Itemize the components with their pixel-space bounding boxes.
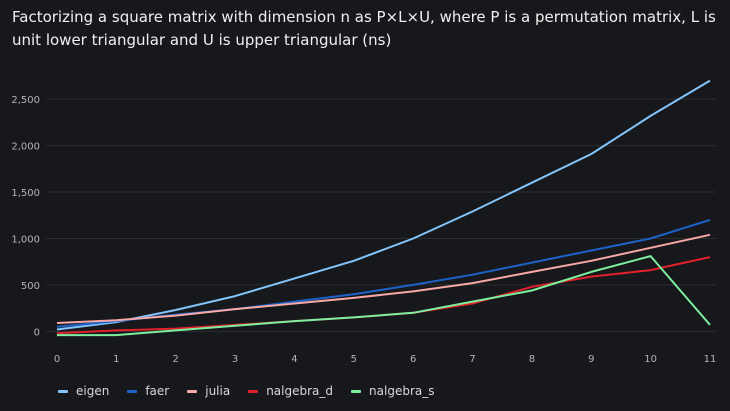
x-tick-label: 0: [54, 354, 60, 365]
legend: eigen faer julia nalgebra_d nalgebra_s: [58, 384, 434, 398]
legend-item-eigen[interactable]: eigen: [58, 384, 109, 398]
grid-lines: [46, 98, 716, 332]
legend-label: julia: [205, 384, 231, 398]
legend-swatch: [58, 389, 68, 393]
series-line-nalgebra_s: [57, 255, 711, 337]
y-tick-label: 1,500: [11, 188, 40, 199]
legend-item-faer[interactable]: faer: [127, 384, 169, 398]
y-tick-label: 0: [34, 327, 40, 338]
legend-label: faer: [145, 384, 170, 398]
x-tick-label: 8: [529, 354, 535, 365]
chart-title: Factorizing a square matrix with dimensi…: [12, 8, 716, 49]
series-line-julia: [56, 233, 711, 324]
x-axis-ticks: 0 1 2 3 4 5 6 7 8 9 10 11: [54, 354, 717, 365]
legend-label: nalgebra_s: [369, 384, 435, 398]
legend-item-julia[interactable]: julia: [187, 384, 230, 398]
y-tick-label: 2,000: [11, 142, 40, 153]
x-tick-label: 5: [351, 354, 357, 365]
y-tick-label: 2,500: [11, 95, 40, 106]
legend-item-nalgebra_s[interactable]: nalgebra_s: [351, 384, 434, 398]
legend-label: eigen: [76, 384, 110, 398]
legend-swatch: [127, 389, 138, 393]
x-tick-label: 11: [704, 354, 717, 365]
y-axis-ticks: 0 500 1,000 1,500 2,000 2,500: [11, 95, 40, 338]
x-tick-label: 4: [291, 354, 297, 365]
legend-swatch: [351, 389, 362, 393]
series-line-eigen: [56, 79, 711, 331]
x-tick-label: 9: [588, 354, 594, 365]
y-tick-label: 500: [21, 281, 40, 292]
x-tick-label: 2: [173, 354, 179, 365]
x-tick-label: 1: [113, 354, 119, 365]
x-tick-label: 3: [232, 354, 238, 365]
x-tick-label: 6: [410, 354, 416, 365]
legend-label: nalgebra_d: [266, 384, 334, 398]
series-line-faer: [56, 218, 711, 328]
x-tick-label: 10: [644, 354, 657, 365]
legend-swatch: [248, 389, 259, 393]
series-lines: [56, 79, 711, 337]
legend-swatch: [187, 389, 198, 393]
legend-item-nalgebra_d[interactable]: nalgebra_d: [248, 384, 333, 398]
y-tick-label: 1,000: [11, 234, 40, 245]
x-tick-label: 7: [469, 354, 475, 365]
